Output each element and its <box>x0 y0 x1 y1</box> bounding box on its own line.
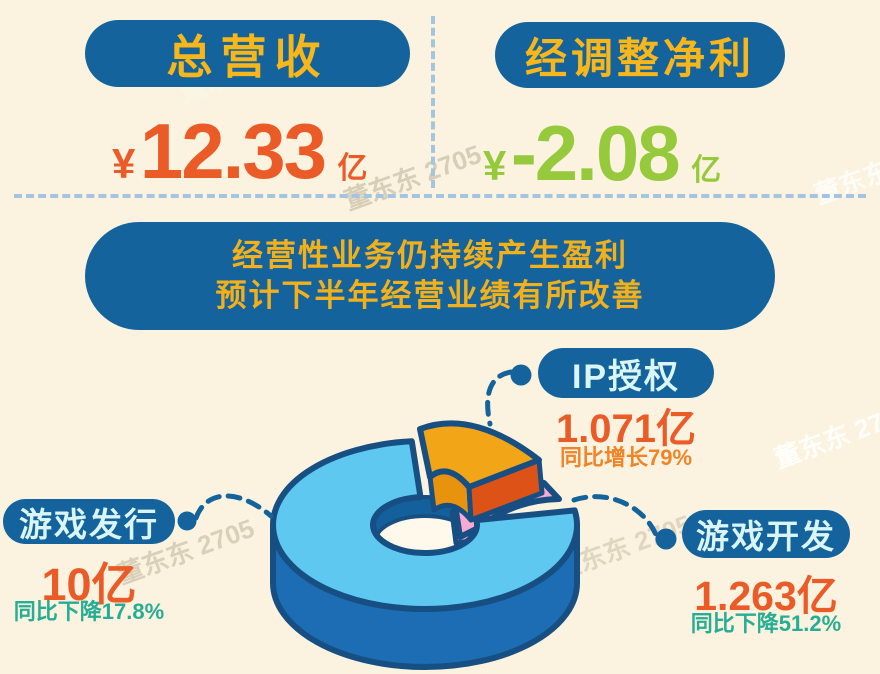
callout-value-game-development: 1.263亿 <box>694 573 838 619</box>
callout-pill-game-publishing: 游戏发行 <box>3 499 175 544</box>
profit-title: 经调整净利 <box>524 34 755 82</box>
profit-title-pill: 经调整净利 <box>495 22 785 88</box>
revenue-title-pill: 总营收 <box>85 20 410 87</box>
profit-amount: -2.08 <box>510 109 681 197</box>
callout-yoy-game-publishing: 同比下降17.8% <box>13 599 165 624</box>
callout-label-game-publishing: 游戏发行 <box>19 505 159 543</box>
profit-unit: 亿 <box>691 154 722 187</box>
revenue-value: ¥ 12.33 亿 <box>112 106 367 197</box>
pie-segment-game-publishing <box>270 438 580 612</box>
callout-yoy-ip-licensing: 同比增长79% <box>559 445 693 470</box>
callout-label-game-development: 游戏开发 <box>696 518 836 555</box>
revenue-title: 总营收 <box>166 30 329 83</box>
banner-line-1: 经营性业务仍持续产生盈利 <box>232 238 628 273</box>
revenue-amount: 12.33 <box>139 107 327 195</box>
profit-value: ¥ -2.08 亿 <box>483 108 721 199</box>
callout-value-ip-licensing: 1.071亿 <box>555 407 697 451</box>
callout-yoy-game-development: 同比下降51.2% <box>690 611 842 636</box>
banner-line-2: 预计下半年经营业绩有所改善 <box>215 278 645 313</box>
connector-dot-game-publishing <box>177 511 197 531</box>
connector-game-development <box>571 494 659 538</box>
connector-ip-licensing <box>485 369 514 427</box>
connector-dot-game-development <box>655 528 677 550</box>
callout-value-game-publishing: 10亿 <box>41 559 137 610</box>
callout-pill-game-development: 游戏开发 <box>682 510 850 558</box>
yen-symbol: ¥ <box>483 142 507 189</box>
revenue-unit: 亿 <box>337 152 368 185</box>
callout-pill-ip-licensing: IP授权 <box>538 348 714 398</box>
vertical-dashed-divider <box>431 16 435 188</box>
connector-game-publishing <box>193 493 274 521</box>
connector-dot-ip-licensing <box>510 364 532 386</box>
summary-banner: 经营性业务仍持续产生盈利 预计下半年经营业绩有所改善 <box>85 222 775 330</box>
callout-label-ip-licensing: IP授权 <box>571 357 681 396</box>
horizontal-dashed-divider <box>14 194 866 198</box>
yen-symbol: ¥ <box>112 140 136 187</box>
pie-segment-ip-licensing <box>417 420 542 490</box>
